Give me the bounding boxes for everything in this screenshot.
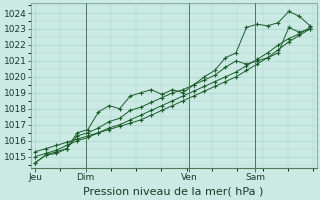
X-axis label: Pression niveau de la mer( hPa ): Pression niveau de la mer( hPa ) <box>84 187 264 197</box>
